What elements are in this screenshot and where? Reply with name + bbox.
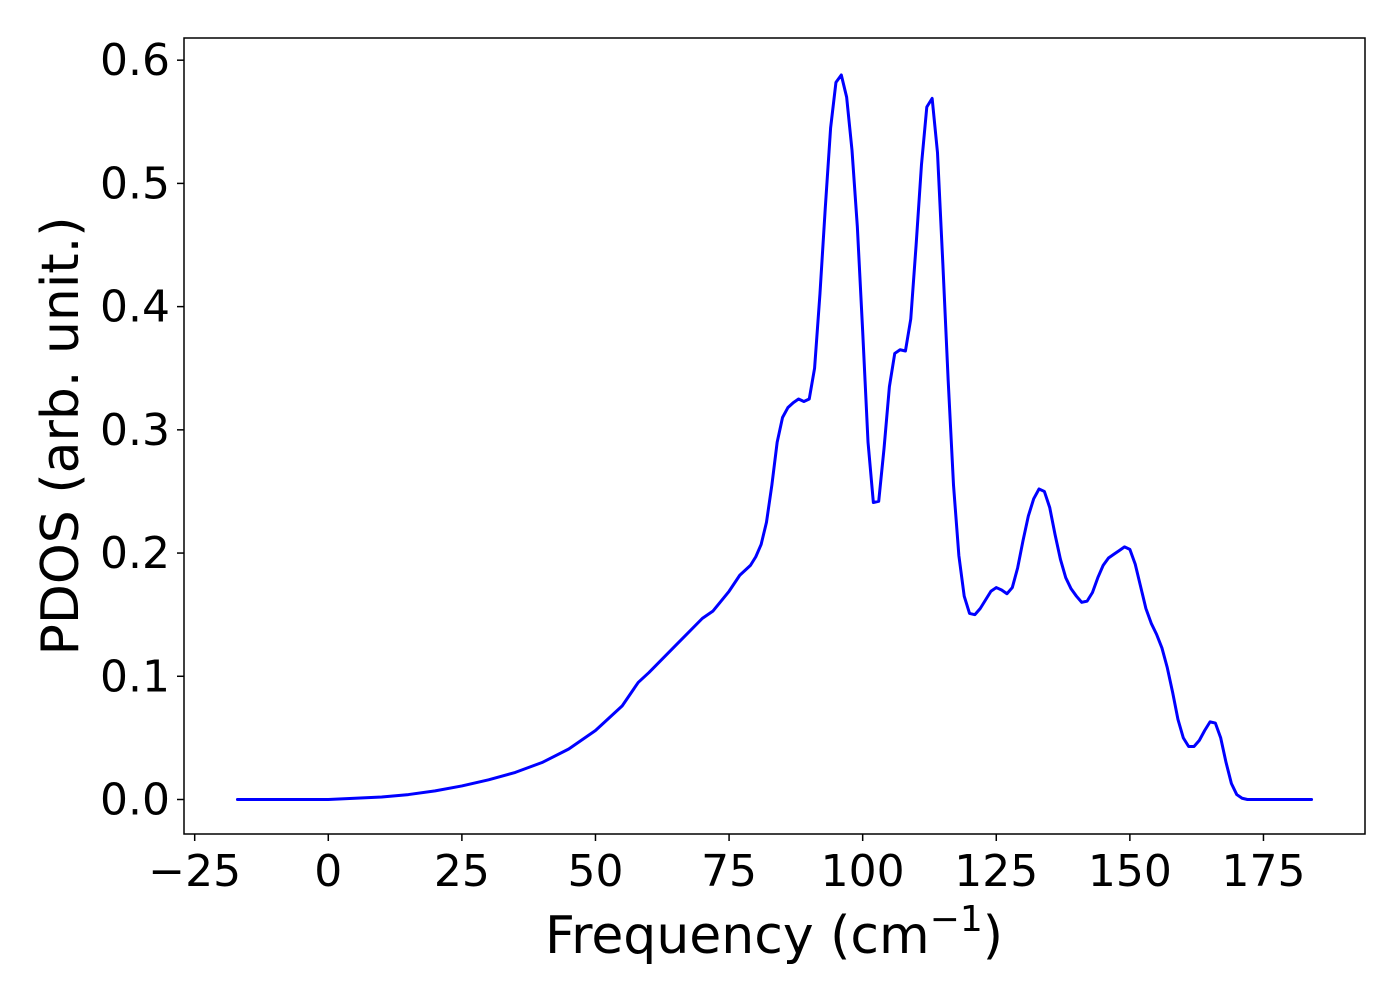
x-axis-label-close: ) [983,906,1003,966]
y-tick-label: 0.0 [100,774,170,825]
y-tick-label: 0.4 [100,282,170,333]
plot-frame [183,37,1366,835]
y-tick-label: 0.2 [100,528,170,579]
y-tick-label: 0.5 [100,158,170,209]
x-tick-label: −25 [148,846,241,897]
plot-area [183,37,1366,835]
y-tick-label: 0.3 [100,405,170,456]
x-tick-label: 150 [1088,846,1172,897]
x-tick-label: 50 [567,846,623,897]
x-axis-label: Frequency (cm−1) [545,899,1003,966]
x-tick-label: 75 [701,846,757,897]
x-tick-label: 175 [1221,846,1305,897]
y-tick-label: 0.6 [100,35,170,86]
x-axis: −25 0 25 50 75 100 125 150 175 [148,834,1305,897]
x-tick-label: 0 [314,846,342,897]
y-axis-label: PDOS (arb. unit.) [31,216,91,655]
x-tick-label: 125 [954,846,1038,897]
series-line-0 [235,73,1314,801]
x-axis-label-main: Frequency (cm [545,906,930,966]
x-tick-label: 100 [821,846,905,897]
y-tick-label: 0.1 [100,651,170,702]
x-tick-label: 25 [434,846,490,897]
y-axis: 0.0 0.1 0.2 0.3 0.4 0.5 0.6 [100,35,184,825]
x-axis-label-sup: −1 [930,899,983,940]
